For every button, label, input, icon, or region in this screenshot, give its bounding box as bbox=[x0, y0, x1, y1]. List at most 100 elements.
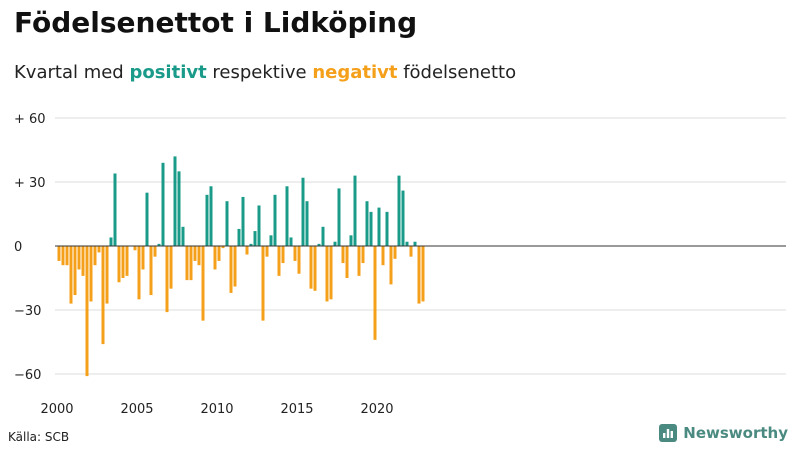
bar bbox=[73, 246, 77, 296]
bar bbox=[249, 243, 253, 246]
brand-name: Newsworthy bbox=[683, 424, 788, 442]
bar bbox=[397, 175, 401, 246]
bar bbox=[333, 241, 337, 246]
bar bbox=[285, 186, 289, 246]
bar bbox=[233, 246, 237, 287]
bar bbox=[345, 246, 349, 278]
bar bbox=[257, 205, 261, 246]
bar bbox=[85, 246, 89, 377]
bar bbox=[133, 246, 137, 251]
bar bbox=[317, 243, 321, 246]
bar bbox=[109, 237, 113, 246]
bar bbox=[289, 237, 293, 246]
bar bbox=[405, 241, 409, 246]
axes: + 60 + 30 0 −30 −60 2000 2005 2010 2015 2020 bbox=[14, 112, 786, 417]
bar bbox=[377, 207, 381, 246]
bar bbox=[297, 246, 301, 274]
bar bbox=[341, 246, 345, 264]
bar bbox=[137, 246, 141, 300]
bar bbox=[321, 226, 325, 246]
y-tick-label: + 60 bbox=[14, 112, 46, 127]
bar bbox=[349, 235, 353, 246]
bar bbox=[89, 246, 93, 302]
bar bbox=[277, 246, 281, 276]
bar bbox=[301, 177, 305, 246]
bar bbox=[125, 246, 129, 276]
y-tick-label: + 30 bbox=[14, 176, 46, 191]
bar bbox=[181, 226, 185, 246]
bar bbox=[385, 211, 389, 246]
bar bbox=[161, 162, 165, 246]
bar bbox=[357, 246, 361, 276]
bar bbox=[373, 246, 377, 340]
y-tick-label: 0 bbox=[14, 240, 22, 255]
bar bbox=[173, 156, 177, 246]
bar bbox=[265, 246, 269, 257]
bar bbox=[329, 246, 333, 300]
bar bbox=[281, 246, 285, 264]
bar bbox=[69, 246, 73, 304]
bar bbox=[305, 201, 309, 246]
bar bbox=[145, 192, 149, 246]
bar bbox=[421, 246, 425, 302]
bar bbox=[401, 190, 405, 246]
bar bbox=[245, 246, 249, 255]
subtitle-negative-word: negativt bbox=[312, 62, 398, 83]
bar bbox=[273, 194, 277, 246]
x-tick-label: 2010 bbox=[200, 402, 233, 417]
bar bbox=[409, 246, 413, 257]
bar bbox=[389, 246, 393, 285]
subtitle-positive-word: positivt bbox=[129, 62, 207, 83]
bar bbox=[81, 246, 85, 276]
brand-logo: Newsworthy bbox=[659, 424, 788, 442]
bar bbox=[197, 246, 201, 266]
chart-title: Födelsenettot i Lidköping bbox=[14, 6, 418, 39]
subtitle-suffix: födelsenetto bbox=[397, 62, 517, 83]
bar bbox=[153, 246, 157, 257]
bar bbox=[61, 246, 65, 266]
chart-subtitle: Kvartal med positivt respektive negativt… bbox=[14, 62, 516, 83]
bar bbox=[225, 201, 229, 246]
source-note: Källa: SCB bbox=[8, 430, 70, 444]
bar bbox=[413, 241, 417, 246]
bar bbox=[393, 246, 397, 259]
bar bbox=[213, 246, 217, 270]
bar bbox=[369, 211, 373, 246]
bar bbox=[241, 196, 245, 246]
bar bbox=[209, 186, 213, 246]
bar bbox=[337, 188, 341, 246]
bar bbox=[113, 173, 117, 246]
bar bbox=[157, 243, 161, 246]
bar bbox=[237, 228, 241, 246]
x-tick-label: 2000 bbox=[40, 402, 73, 417]
bar bbox=[417, 246, 421, 304]
bar bbox=[293, 246, 297, 261]
bar bbox=[65, 246, 69, 266]
bar bbox=[205, 194, 209, 246]
grid-lines bbox=[55, 117, 786, 375]
bar bbox=[177, 171, 181, 246]
y-tick-label: −60 bbox=[14, 368, 41, 383]
bar bbox=[365, 201, 369, 246]
bars bbox=[57, 156, 425, 377]
x-tick-label: 2015 bbox=[280, 402, 313, 417]
bar bbox=[165, 246, 169, 313]
bar bbox=[325, 246, 329, 302]
bar bbox=[149, 246, 153, 296]
bar bbox=[261, 246, 265, 321]
bar bbox=[57, 246, 61, 261]
bar-chart-logo-icon bbox=[659, 424, 678, 442]
bar bbox=[185, 246, 189, 281]
bar bbox=[101, 246, 105, 345]
bar bbox=[269, 235, 273, 246]
bar bbox=[105, 246, 109, 304]
bar bbox=[141, 246, 145, 270]
bar bbox=[217, 246, 221, 261]
bar bbox=[117, 246, 121, 283]
bar bbox=[253, 231, 257, 246]
bar bbox=[309, 246, 313, 289]
bar bbox=[77, 246, 81, 270]
bar bbox=[121, 246, 125, 278]
x-tick-label: 2020 bbox=[360, 402, 393, 417]
